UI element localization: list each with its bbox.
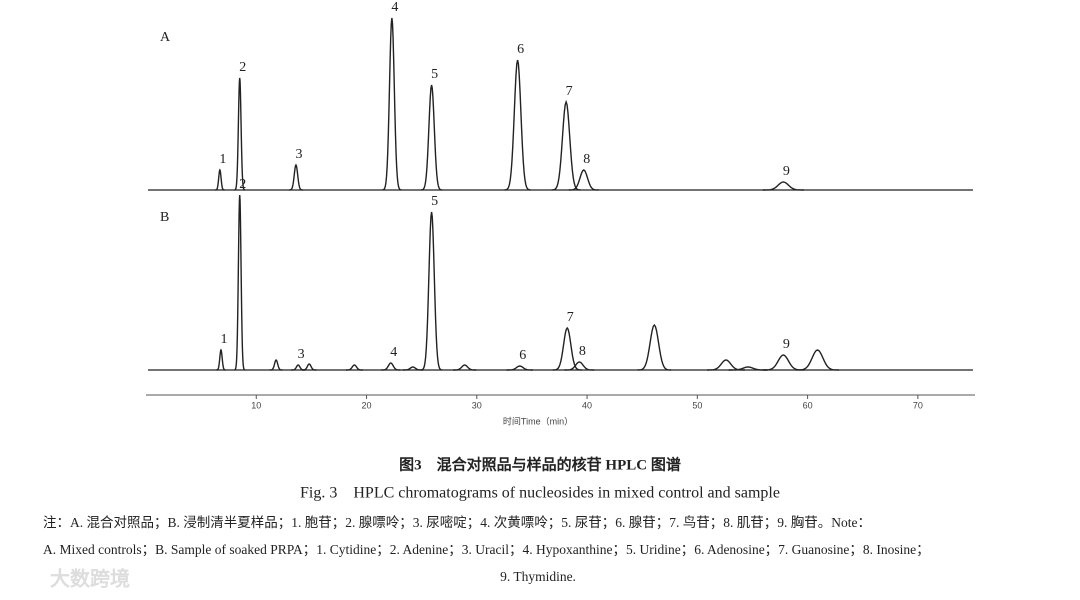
peak	[345, 364, 363, 371]
peak-label: 5	[431, 194, 438, 209]
x-tick-label: 60	[803, 400, 813, 410]
peak	[301, 363, 317, 371]
peak	[728, 366, 768, 371]
peak-label: 1	[220, 332, 227, 347]
peak-label: 3	[298, 347, 305, 362]
peak-label: 6	[517, 42, 524, 57]
peak	[552, 326, 582, 371]
peak-label: 1	[219, 152, 226, 167]
caption-title-en: Fig. 3 HPLC chromatograms of nucleosides…	[300, 485, 780, 502]
x-tick-label: 20	[362, 400, 372, 410]
panel-label: A	[160, 30, 171, 45]
peak-label: 2	[239, 60, 246, 75]
panel-label: B	[160, 210, 169, 225]
peak-label: 3	[295, 147, 302, 162]
peak	[289, 163, 303, 191]
peak-label: 8	[583, 152, 590, 167]
peak	[420, 211, 443, 371]
peak	[453, 364, 477, 371]
peak-label: 7	[566, 84, 573, 99]
peak	[564, 361, 595, 371]
peak	[216, 348, 226, 371]
caption-note: 注：A. 混合对照品；B. 浸制清半夏样品；1. 胞苷；2. 腺嘌呤；3. 尿嘧…	[43, 515, 871, 531]
peak	[762, 354, 804, 371]
caption-note: A. Mixed controls；B. Sample of soaked PR…	[43, 542, 930, 558]
peak	[506, 365, 533, 371]
peak-label: 8	[579, 344, 586, 359]
peak	[504, 59, 531, 191]
peak	[402, 366, 423, 371]
peak	[637, 323, 672, 371]
peak-label: 9	[783, 164, 790, 179]
peak-label: 7	[567, 310, 574, 325]
peak	[381, 362, 401, 371]
peak	[269, 359, 283, 371]
peak-label: 6	[519, 348, 526, 363]
peak	[420, 84, 443, 191]
x-tick-label: 50	[692, 400, 702, 410]
peak	[382, 17, 402, 191]
x-tick-label: 10	[251, 400, 261, 410]
peak-label: 9	[783, 337, 790, 352]
x-tick-label: 40	[582, 400, 592, 410]
watermark: 大数跨境	[50, 567, 130, 591]
peak	[215, 168, 225, 191]
peak	[234, 77, 246, 191]
caption-title-cn: 图3 混合对照品与样品的核苷 HPLC 图谱	[399, 455, 681, 473]
x-axis-label: 时间Time（min）	[503, 415, 573, 426]
peak-label: 5	[431, 67, 438, 82]
peak-label: 2	[239, 177, 246, 192]
caption-note: 9. Thymidine.	[500, 569, 576, 584]
peak	[291, 364, 306, 371]
peak	[551, 99, 581, 191]
peak-label: 4	[391, 0, 398, 15]
peak-label: 4	[390, 345, 397, 360]
x-tick-label: 70	[913, 400, 923, 410]
peak	[796, 349, 839, 371]
peak	[707, 359, 745, 371]
peak	[762, 181, 804, 191]
peak	[234, 194, 246, 371]
x-tick-label: 30	[472, 400, 482, 410]
peak	[568, 169, 599, 191]
